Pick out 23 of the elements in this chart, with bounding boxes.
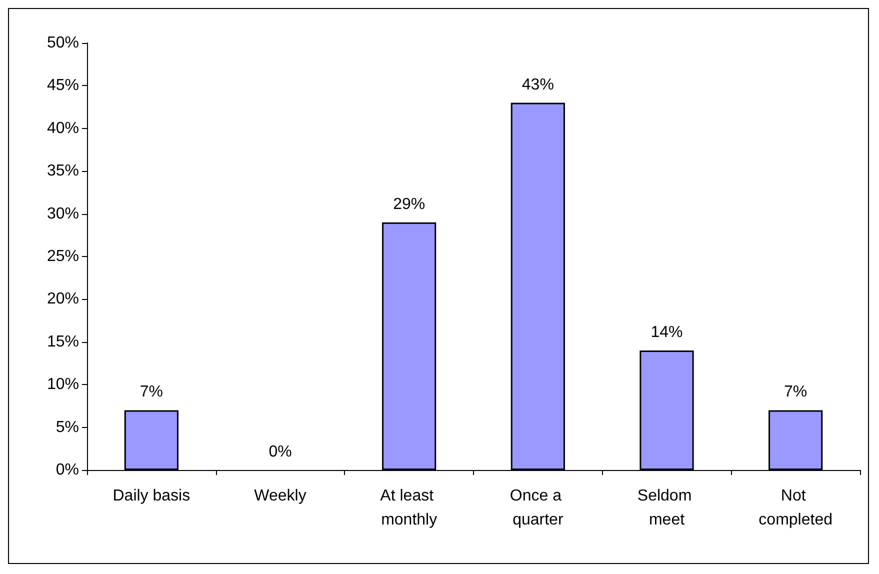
data-label: 7% (784, 384, 808, 401)
x-tick-label: Daily basis (112, 488, 190, 504)
y-tick-label: 15% (46, 333, 79, 350)
x-tick-label: Once a quarter (510, 488, 566, 528)
x-tick-label: At least monthly (380, 488, 438, 528)
y-tick-label: 5% (56, 418, 79, 436)
x-tick-label: Seldom meet (637, 488, 696, 528)
data-label: 0% (268, 444, 292, 460)
y-tick-label: 30% (46, 205, 79, 222)
x-tick-label: Weekly (254, 488, 306, 504)
y-tick-label: 25% (46, 248, 79, 265)
y-tick-label: 50% (46, 34, 79, 52)
y-tick-label: 20% (46, 290, 79, 308)
y-tick-label: 0% (56, 462, 79, 478)
y-tick-label: 10% (46, 376, 79, 394)
data-label: 14% (650, 324, 683, 341)
x-tick-label: Not completed (758, 488, 832, 528)
y-tick-label: 35% (46, 162, 79, 180)
data-label: 29% (393, 196, 426, 213)
y-tick-label: 40% (46, 120, 79, 137)
data-label: 7% (140, 384, 163, 401)
data-label: 43% (522, 76, 554, 94)
y-tick-label: 45% (46, 77, 79, 94)
